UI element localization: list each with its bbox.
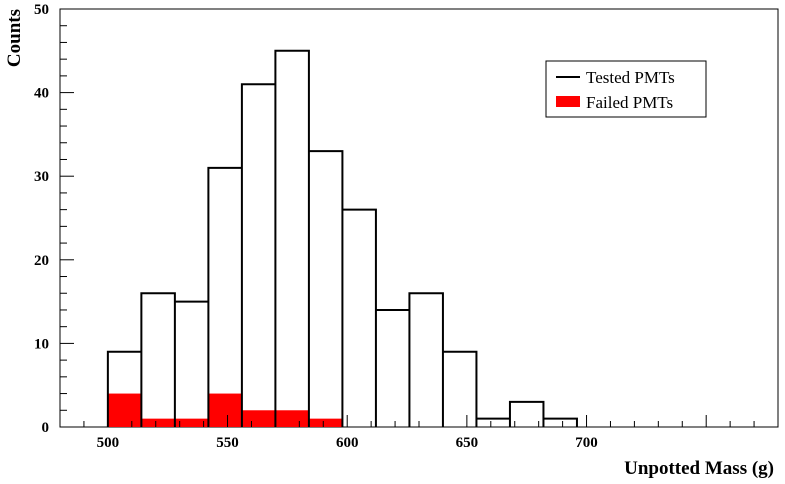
failed-bar xyxy=(275,410,309,427)
legend: Tested PMTs Failed PMTs xyxy=(545,60,707,118)
y-tick-label: 20 xyxy=(34,253,49,269)
failed-bar xyxy=(174,418,209,427)
legend-failed-swatch xyxy=(556,96,580,107)
x-tick-label: 600 xyxy=(336,435,359,451)
x-tick-label: 500 xyxy=(97,435,120,451)
x-tick-label: 700 xyxy=(575,435,598,451)
legend-failed-label: Failed PMTs xyxy=(586,93,673,112)
y-tick-label: 10 xyxy=(34,336,49,352)
x-axis: 500 550 600 650 700 xyxy=(59,415,779,451)
failed-bar xyxy=(208,393,242,427)
failed-series xyxy=(107,393,343,427)
failed-bar xyxy=(308,418,343,427)
x-axis-title: Unpotted Mass (g) xyxy=(624,458,774,479)
x-tick-label: 550 xyxy=(216,435,239,451)
legend-tested-label: Tested PMTs xyxy=(586,68,675,87)
failed-bar xyxy=(141,418,175,427)
failed-bar xyxy=(107,393,142,427)
failed-bar xyxy=(241,410,276,427)
y-tick-label: 30 xyxy=(34,169,49,185)
legend-box xyxy=(545,60,707,118)
tested-series-outline xyxy=(106,49,578,427)
y-tick-label: 40 xyxy=(34,86,49,102)
y-tick-label: 50 xyxy=(34,2,49,18)
y-axis-title: Counts xyxy=(4,9,25,67)
x-tick-label: 650 xyxy=(456,435,479,451)
y-tick-label: 0 xyxy=(42,420,50,436)
y-axis: 0 10 20 30 40 50 xyxy=(34,2,74,436)
